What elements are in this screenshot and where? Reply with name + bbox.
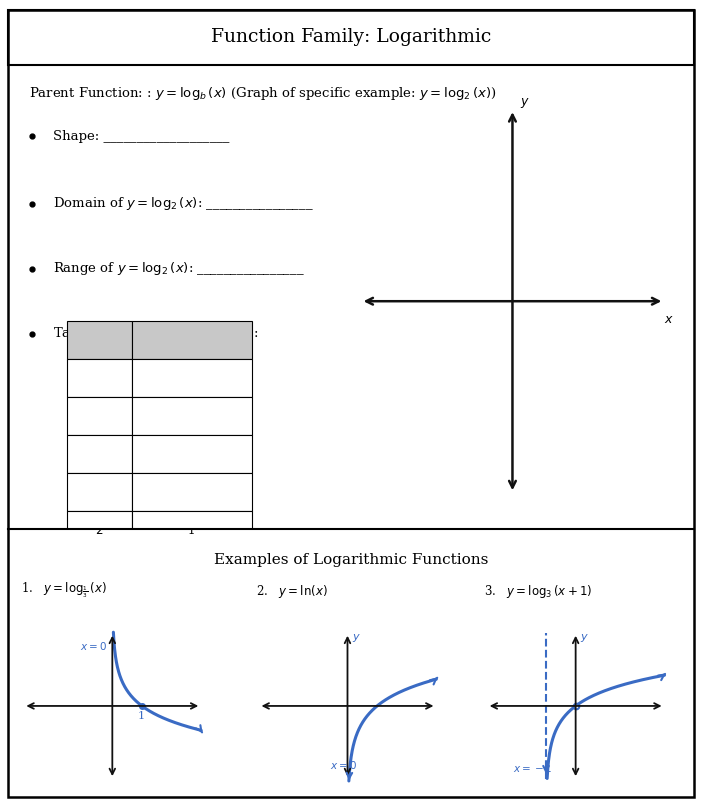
Text: Function Family: Logarithmic: Function Family: Logarithmic <box>211 28 491 46</box>
Bar <box>132 397 251 435</box>
Text: 1: 1 <box>188 524 195 537</box>
Text: $-1$: $-1$ <box>90 410 108 423</box>
Bar <box>132 359 251 397</box>
Text: $x=0$: $x=0$ <box>80 640 107 652</box>
Text: $x$: $x$ <box>664 313 674 326</box>
Text: 0: 0 <box>188 486 195 499</box>
Bar <box>132 474 251 512</box>
Text: undefined: undefined <box>162 372 221 385</box>
Bar <box>132 435 251 474</box>
Bar <box>67 359 132 397</box>
Text: Examples of Logarithmic Functions: Examples of Logarithmic Functions <box>214 553 488 567</box>
Text: Parent Function: : $y = \log_b(x)$ (Graph of specific example: $y = \log_2(x)$): Parent Function: : $y = \log_b(x)$ (Grap… <box>29 86 496 102</box>
Text: Domain of $y = \log_2(x)$: ________________: Domain of $y = \log_2(x)$: _____________… <box>53 195 314 212</box>
Text: $1$: $1$ <box>95 486 103 499</box>
Text: 1.   $y = \log_{\frac{1}{3}}(x)$: 1. $y = \log_{\frac{1}{3}}(x)$ <box>21 580 107 600</box>
Bar <box>132 512 251 550</box>
Text: undefined: undefined <box>162 448 221 461</box>
Text: $y = \log_2(x)$: $y = \log_2(x)$ <box>159 332 224 349</box>
Text: Shape: ___________________: Shape: ___________________ <box>53 130 230 143</box>
Text: undefined: undefined <box>162 410 221 423</box>
Bar <box>67 321 132 359</box>
Bar <box>132 321 251 359</box>
Text: $x$: $x$ <box>95 333 104 347</box>
Text: $y$: $y$ <box>520 96 530 111</box>
Text: $-2$: $-2$ <box>90 372 108 385</box>
Text: $y$: $y$ <box>580 632 589 644</box>
Bar <box>67 474 132 512</box>
Text: 3.   $y = \log_3(x+1)$: 3. $y = \log_3(x+1)$ <box>484 583 592 600</box>
Text: $x=-1$: $x=-1$ <box>513 762 553 774</box>
Text: $2$: $2$ <box>95 524 103 537</box>
Bar <box>67 397 132 435</box>
Text: Range of $y = \log_2(x)$: ________________: Range of $y = \log_2(x)$: ______________… <box>53 260 305 278</box>
Text: Table of values for $y = \log_2(x)$:: Table of values for $y = \log_2(x)$: <box>53 325 258 342</box>
Text: $x=0$: $x=0$ <box>330 759 357 771</box>
Bar <box>67 512 132 550</box>
Text: 2.   $y = \ln(x)$: 2. $y = \ln(x)$ <box>256 583 328 600</box>
Text: $0$: $0$ <box>95 448 103 461</box>
Text: $y$: $y$ <box>352 632 361 644</box>
Bar <box>67 435 132 474</box>
Text: 1: 1 <box>138 711 145 721</box>
